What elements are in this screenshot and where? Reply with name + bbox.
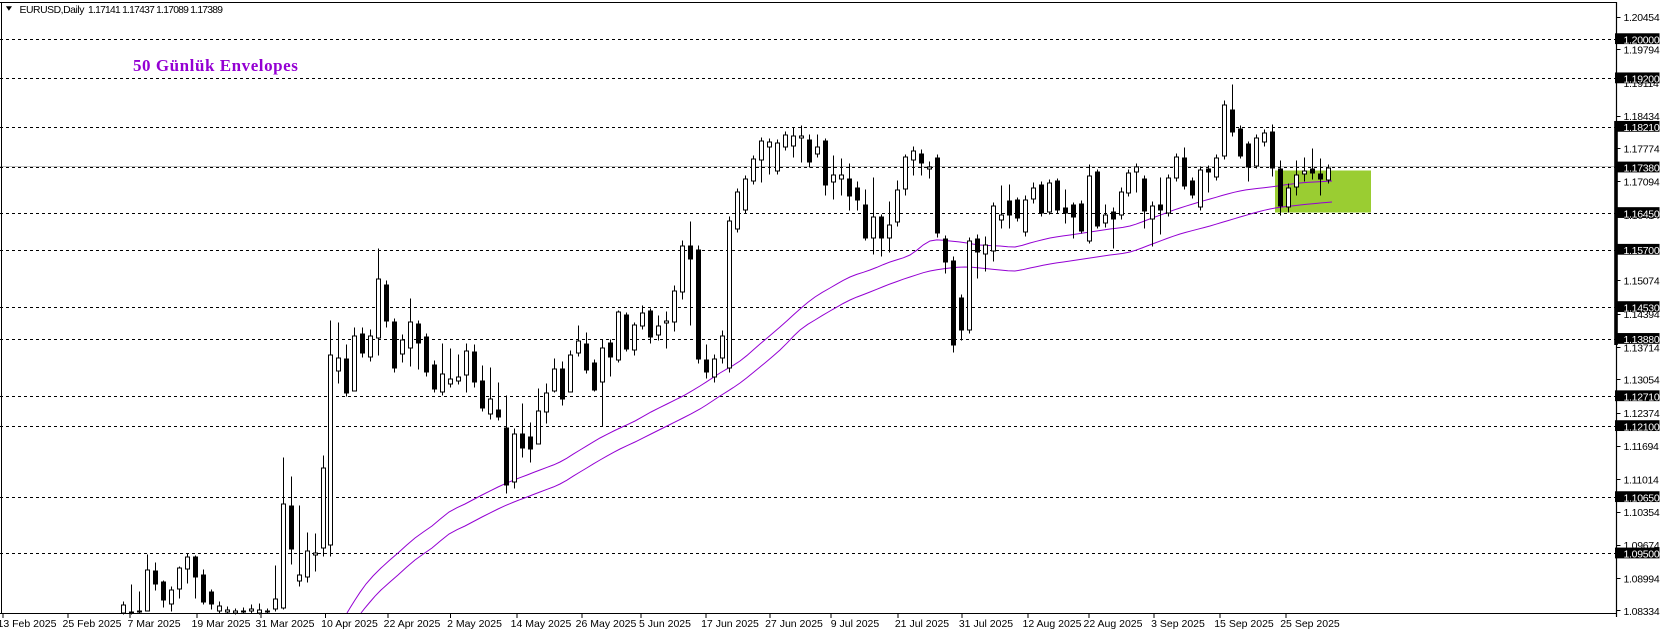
svg-text:EURUSD,Daily: EURUSD,Daily [20,5,86,16]
svg-text:25 Feb 2025: 25 Feb 2025 [63,618,122,630]
svg-text:1.14530: 1.14530 [1624,302,1660,314]
svg-text:1.12374: 1.12374 [1624,408,1660,420]
svg-text:1.20000: 1.20000 [1624,34,1660,46]
svg-text:1.19200: 1.19200 [1624,74,1660,86]
svg-text:1.16450: 1.16450 [1624,208,1660,220]
svg-text:31 Jul 2025: 31 Jul 2025 [959,618,1013,630]
svg-text:10 Apr 2025: 10 Apr 2025 [321,618,378,630]
svg-text:1.10650: 1.10650 [1624,492,1660,504]
svg-text:27 Jun 2025: 27 Jun 2025 [765,618,823,630]
svg-text:21 Jul 2025: 21 Jul 2025 [895,618,949,630]
svg-text:14 May 2025: 14 May 2025 [511,618,572,630]
svg-text:5 Jun 2025: 5 Jun 2025 [639,618,691,630]
svg-text:1.11014: 1.11014 [1624,475,1660,487]
svg-text:1.12710: 1.12710 [1624,391,1660,403]
svg-text:1.12100: 1.12100 [1624,421,1660,433]
svg-text:1.10354: 1.10354 [1624,507,1660,519]
svg-text:1.17380: 1.17380 [1624,163,1660,175]
svg-text:9 Jul 2025: 9 Jul 2025 [831,618,880,630]
svg-text:1.17141 1.17437 1.17089 1.1738: 1.17141 1.17437 1.17089 1.17389 [88,5,223,16]
svg-text:1.15700: 1.15700 [1624,245,1660,257]
svg-text:1.15074: 1.15074 [1624,276,1660,288]
svg-text:1.17094: 1.17094 [1624,177,1660,189]
svg-text:22 Apr 2025: 22 Apr 2025 [384,618,441,630]
svg-text:3 Sep 2025: 3 Sep 2025 [1151,618,1205,630]
svg-text:22 Aug 2025: 22 Aug 2025 [1084,618,1143,630]
svg-text:31 Mar 2025: 31 Mar 2025 [256,618,315,630]
svg-text:2 May 2025: 2 May 2025 [447,618,502,630]
svg-text:26 May 2025: 26 May 2025 [576,618,637,630]
svg-text:1.09500: 1.09500 [1624,549,1660,561]
svg-text:1.18434: 1.18434 [1624,111,1660,123]
svg-text:1.13054: 1.13054 [1624,375,1660,387]
svg-text:1.13880: 1.13880 [1624,334,1660,346]
svg-text:13 Feb 2025: 13 Feb 2025 [0,618,57,630]
svg-text:50 Günlük Envelopes: 50 Günlük Envelopes [133,56,298,75]
svg-text:19 Mar 2025: 19 Mar 2025 [192,618,251,630]
svg-text:15 Sep 2025: 15 Sep 2025 [1214,618,1274,630]
svg-text:1.08994: 1.08994 [1624,573,1660,585]
svg-text:1.17774: 1.17774 [1624,143,1660,155]
svg-text:1.08334: 1.08334 [1624,606,1660,618]
svg-text:1.20454: 1.20454 [1624,12,1660,24]
svg-text:7 Mar 2025: 7 Mar 2025 [127,618,180,630]
svg-text:1.13714: 1.13714 [1624,342,1660,354]
svg-text:12 Aug 2025: 12 Aug 2025 [1023,618,1082,630]
svg-text:17 Jun 2025: 17 Jun 2025 [701,618,759,630]
svg-text:1.18210: 1.18210 [1624,122,1660,134]
svg-text:1.19794: 1.19794 [1624,44,1660,56]
svg-text:1.11694: 1.11694 [1624,441,1660,453]
svg-text:25 Sep 2025: 25 Sep 2025 [1280,618,1340,630]
